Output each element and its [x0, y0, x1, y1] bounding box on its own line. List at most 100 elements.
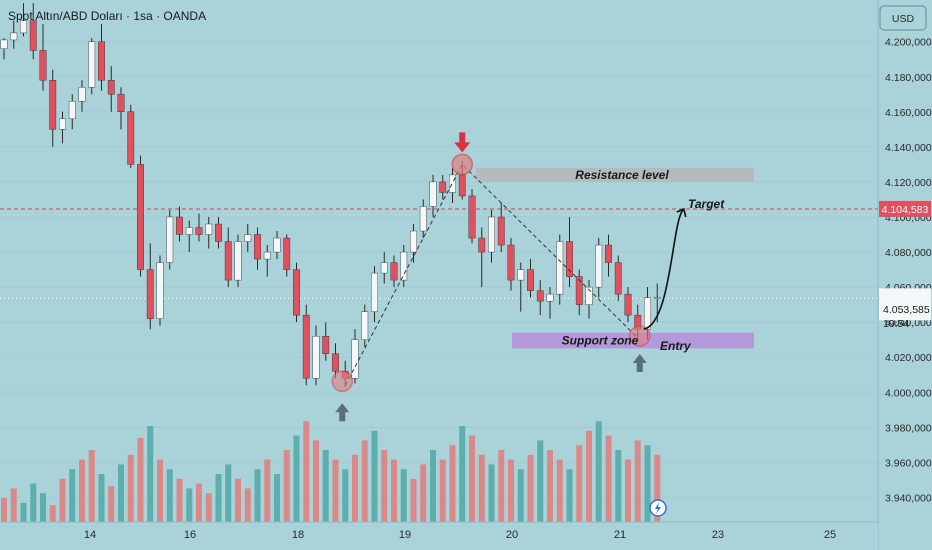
candle[interactable]	[566, 216, 573, 288]
candle[interactable]	[107, 66, 115, 112]
candle[interactable]	[88, 38, 96, 95]
volume-bar	[361, 440, 368, 522]
candle[interactable]	[302, 304, 310, 386]
candle[interactable]	[146, 243, 154, 330]
candle[interactable]	[575, 269, 583, 316]
candle[interactable]	[614, 255, 622, 302]
y-tick-label: 4.120,000	[885, 177, 932, 189]
volume-bar	[342, 469, 349, 522]
candle[interactable]	[254, 227, 261, 270]
candle[interactable]	[488, 209, 495, 263]
candle[interactable]	[332, 343, 339, 379]
candle[interactable]	[20, 3, 27, 37]
candle-body	[536, 290, 544, 302]
candle[interactable]	[478, 227, 486, 288]
candle-body	[449, 174, 456, 193]
candle[interactable]	[312, 325, 320, 386]
current-price-badge	[879, 288, 931, 321]
candle-body	[429, 181, 437, 207]
candle[interactable]	[380, 252, 388, 284]
candle[interactable]	[595, 238, 603, 298]
chart-title: Spot Altın/ABD Doları · 1sa · OANDA	[8, 9, 206, 23]
candle[interactable]	[517, 262, 525, 312]
candle[interactable]	[263, 245, 271, 277]
candle[interactable]	[59, 111, 66, 144]
candle[interactable]	[244, 224, 252, 253]
candle[interactable]	[439, 174, 447, 200]
candle[interactable]	[468, 188, 476, 244]
candle[interactable]	[49, 69, 57, 147]
volume-bar	[517, 469, 524, 522]
candle[interactable]	[371, 266, 378, 323]
candle[interactable]	[0, 38, 8, 60]
annotation-zones	[0, 167, 878, 349]
candle[interactable]	[117, 87, 125, 130]
candle[interactable]	[98, 24, 105, 91]
candle[interactable]	[536, 280, 544, 316]
x-tick-label: 16	[184, 529, 196, 541]
support-label: Support zone	[562, 334, 639, 348]
candle[interactable]	[283, 234, 291, 277]
candle[interactable]	[429, 174, 437, 217]
candle[interactable]	[39, 24, 47, 91]
annotation-overlays	[331, 132, 687, 422]
candle[interactable]	[546, 287, 554, 319]
candle[interactable]	[361, 304, 369, 347]
candle[interactable]	[293, 262, 300, 323]
price-axis[interactable]	[878, 0, 932, 550]
y-tick-label: 3.940,000	[885, 492, 932, 504]
candle[interactable]	[195, 213, 203, 242]
candle[interactable]	[137, 155, 144, 277]
candle[interactable]	[215, 216, 222, 249]
volume-bar	[30, 483, 37, 522]
candle[interactable]	[224, 227, 232, 288]
time-axis[interactable]	[0, 522, 878, 550]
swing-high-marker	[451, 153, 473, 176]
candle[interactable]	[322, 322, 330, 361]
candle[interactable]	[410, 224, 417, 263]
candle[interactable]	[10, 20, 18, 49]
candle[interactable]	[185, 220, 193, 253]
candle[interactable]	[624, 287, 632, 323]
candle[interactable]	[507, 238, 515, 291]
candle-body	[351, 339, 359, 379]
volume-bar	[498, 450, 505, 522]
y-tick-label: 4.140,000	[885, 142, 932, 154]
lightning-glyph-icon	[655, 502, 661, 514]
y-tick-label: 4.000,000	[885, 387, 932, 399]
candle[interactable]	[556, 234, 564, 305]
candle[interactable]	[176, 206, 183, 242]
candle[interactable]	[400, 245, 408, 288]
volume-bar	[430, 450, 436, 522]
candle-body	[302, 314, 310, 379]
candle[interactable]	[351, 329, 359, 384]
candle[interactable]	[156, 255, 164, 326]
candle[interactable]	[605, 234, 612, 277]
candle[interactable]	[127, 104, 135, 168]
candle[interactable]	[585, 280, 593, 319]
candle[interactable]	[234, 234, 242, 288]
candle-body	[215, 223, 222, 242]
x-tick-label: 23	[712, 529, 724, 541]
candle[interactable]	[497, 202, 505, 253]
volume-bar	[420, 464, 427, 522]
candle[interactable]	[166, 209, 174, 270]
candle[interactable]	[78, 80, 86, 112]
candle[interactable]	[29, 3, 37, 60]
candle-body	[49, 80, 57, 130]
x-tick-label: 18	[292, 529, 304, 541]
candle-body	[468, 195, 476, 239]
y-tick-label: 4.080,000	[885, 247, 932, 259]
candle[interactable]	[68, 94, 76, 130]
y-tick-label: 3.960,000	[885, 457, 932, 469]
candle-body	[283, 237, 291, 270]
candle[interactable]	[419, 199, 427, 239]
currency-button[interactable]	[879, 5, 927, 31]
candle[interactable]	[390, 255, 398, 288]
candle[interactable]	[527, 259, 534, 298]
candle[interactable]	[449, 167, 456, 203]
candle[interactable]	[205, 216, 213, 249]
candle[interactable]	[273, 231, 281, 260]
